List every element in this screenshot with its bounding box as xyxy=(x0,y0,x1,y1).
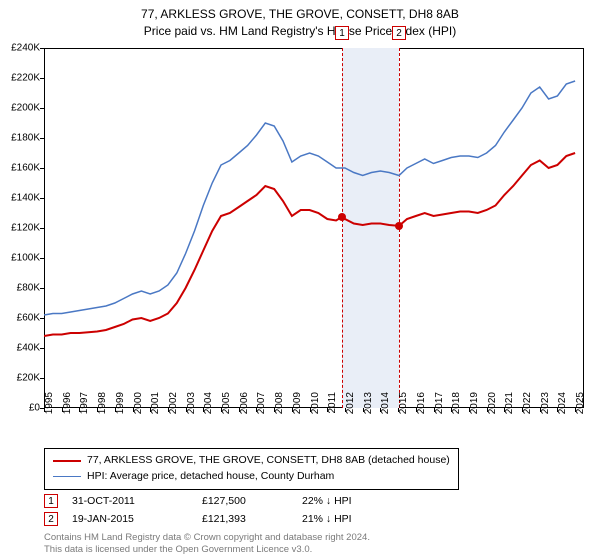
legend-row-property: 77, ARKLESS GROVE, THE GROVE, CONSETT, D… xyxy=(53,453,450,469)
legend-row-hpi: HPI: Average price, detached house, Coun… xyxy=(53,469,450,485)
legend-swatch-property xyxy=(53,460,81,462)
sale-marker-1: 1 xyxy=(44,494,58,508)
chart-container: 77, ARKLESS GROVE, THE GROVE, CONSETT, D… xyxy=(0,0,600,560)
sales-table: 1 31-OCT-2011 £127,500 22% ↓ HPI 2 19-JA… xyxy=(44,492,392,528)
xtick-mark xyxy=(398,408,399,412)
ytick-label: £180K xyxy=(0,133,44,144)
sale-delta-1: 22% ↓ HPI xyxy=(302,495,392,507)
sales-row-1: 1 31-OCT-2011 £127,500 22% ↓ HPI xyxy=(44,492,392,510)
xtick-mark xyxy=(487,408,488,412)
footer-line1: Contains HM Land Registry data © Crown c… xyxy=(44,532,370,544)
xtick-mark xyxy=(133,408,134,412)
xtick-mark xyxy=(504,408,505,412)
xtick-mark xyxy=(62,408,63,412)
ytick-label: £220K xyxy=(0,73,44,84)
xtick-mark xyxy=(451,408,452,412)
sale-delta-2: 21% ↓ HPI xyxy=(302,513,392,525)
xtick-mark xyxy=(345,408,346,412)
xtick-mark xyxy=(575,408,576,412)
xtick-mark xyxy=(186,408,187,412)
sale-marker-box-2: 2 xyxy=(392,26,406,40)
legend-box: 77, ARKLESS GROVE, THE GROVE, CONSETT, D… xyxy=(44,448,459,490)
xtick-mark xyxy=(115,408,116,412)
ytick-label: £200K xyxy=(0,103,44,114)
xtick-mark xyxy=(310,408,311,412)
sale-price-1: £127,500 xyxy=(202,495,302,507)
ytick-label: £80K xyxy=(0,283,44,294)
xtick-mark xyxy=(434,408,435,412)
ytick-label: £0 xyxy=(0,403,44,414)
chart-area: 12£0£20K£40K£60K£80K£100K£120K£140K£160K… xyxy=(44,48,584,408)
xtick-mark xyxy=(203,408,204,412)
footer-line2: This data is licensed under the Open Gov… xyxy=(44,544,370,556)
title-address: 77, ARKLESS GROVE, THE GROVE, CONSETT, D… xyxy=(0,6,600,23)
xtick-mark xyxy=(522,408,523,412)
title-subtitle: Price paid vs. HM Land Registry's House … xyxy=(0,23,600,40)
xtick-mark xyxy=(256,408,257,412)
sale-date-1: 31-OCT-2011 xyxy=(72,495,202,507)
sale-date-2: 19-JAN-2015 xyxy=(72,513,202,525)
legend-swatch-hpi xyxy=(53,476,81,477)
xtick-mark xyxy=(274,408,275,412)
xtick-mark xyxy=(557,408,558,412)
ytick-label: £140K xyxy=(0,193,44,204)
xtick-mark xyxy=(168,408,169,412)
xtick-mark xyxy=(363,408,364,412)
series-hpi xyxy=(44,81,575,315)
title-block: 77, ARKLESS GROVE, THE GROVE, CONSETT, D… xyxy=(0,0,600,40)
xtick-mark xyxy=(44,408,45,412)
legend-label-property: 77, ARKLESS GROVE, THE GROVE, CONSETT, D… xyxy=(87,453,450,469)
xtick-mark xyxy=(150,408,151,412)
ytick-label: £100K xyxy=(0,253,44,264)
xtick-mark xyxy=(221,408,222,412)
sale-dot-2 xyxy=(395,222,403,230)
legend-label-hpi: HPI: Average price, detached house, Coun… xyxy=(87,469,334,485)
series-svg xyxy=(44,48,584,408)
ytick-label: £40K xyxy=(0,343,44,354)
sale-marker-2: 2 xyxy=(44,512,58,526)
xtick-mark xyxy=(239,408,240,412)
sales-row-2: 2 19-JAN-2015 £121,393 21% ↓ HPI xyxy=(44,510,392,528)
xtick-mark xyxy=(327,408,328,412)
sale-price-2: £121,393 xyxy=(202,513,302,525)
xtick-mark xyxy=(416,408,417,412)
xtick-mark xyxy=(97,408,98,412)
ytick-label: £60K xyxy=(0,313,44,324)
xtick-mark xyxy=(540,408,541,412)
ytick-label: £160K xyxy=(0,163,44,174)
sale-dot-1 xyxy=(338,213,346,221)
xtick-mark xyxy=(469,408,470,412)
ytick-label: £240K xyxy=(0,43,44,54)
xtick-mark xyxy=(79,408,80,412)
xtick-mark xyxy=(380,408,381,412)
series-property xyxy=(44,153,575,336)
footer: Contains HM Land Registry data © Crown c… xyxy=(44,532,370,556)
ytick-label: £120K xyxy=(0,223,44,234)
xtick-mark xyxy=(292,408,293,412)
ytick-label: £20K xyxy=(0,373,44,384)
sale-marker-box-1: 1 xyxy=(335,26,349,40)
